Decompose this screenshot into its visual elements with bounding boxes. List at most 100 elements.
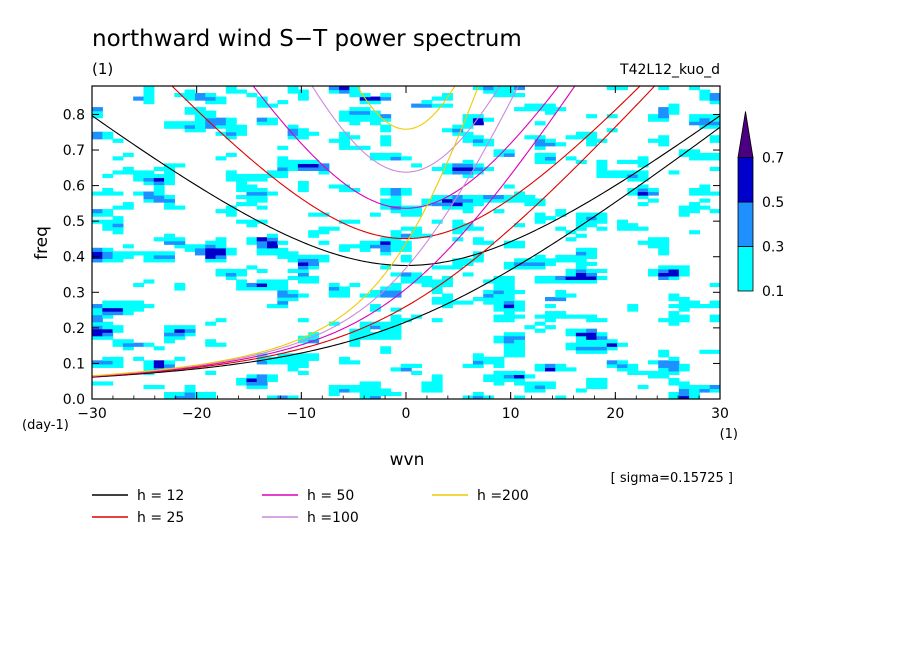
heatmap-cell <box>318 163 330 168</box>
heatmap-cell <box>431 286 443 291</box>
heatmap-cell <box>236 377 248 383</box>
heatmap-cell <box>555 395 567 399</box>
heatmap-cell <box>174 332 186 337</box>
heatmap-cell <box>524 135 536 140</box>
heatmap-cell <box>256 377 268 383</box>
heatmap-cell <box>503 332 515 337</box>
heatmap-cell <box>236 177 248 182</box>
heatmap-cell <box>647 187 659 193</box>
y-tick-label: 0.6 <box>63 179 85 195</box>
heatmap-cell <box>596 349 608 354</box>
heatmap-cell <box>205 117 217 122</box>
heatmap-cell <box>102 131 114 136</box>
heatmap-cell <box>102 328 114 333</box>
heatmap-cell <box>380 138 392 143</box>
heatmap-cell <box>452 226 464 231</box>
heatmap-cell <box>668 297 680 302</box>
heatmap-cell <box>112 342 124 347</box>
heatmap-cell <box>431 377 443 383</box>
heatmap-cell <box>328 391 340 397</box>
heatmap-cell <box>658 265 670 270</box>
heatmap-cell <box>524 265 536 270</box>
heatmap-cell <box>102 209 114 214</box>
heatmap-cell <box>503 297 515 302</box>
heatmap-cell <box>225 212 237 217</box>
heatmap-cell <box>369 304 381 309</box>
heatmap-cell <box>678 152 690 157</box>
heatmap-cell <box>308 279 320 284</box>
heatmap-cell <box>153 191 165 196</box>
heatmap-cell <box>122 244 134 249</box>
heatmap-cell <box>164 173 175 179</box>
heatmap-cell <box>472 297 484 302</box>
heatmap-cell <box>431 219 443 224</box>
heatmap-cell <box>709 156 720 161</box>
heatmap-cell <box>442 103 453 108</box>
heatmap-cell <box>565 254 577 259</box>
heatmap-cell <box>431 195 443 200</box>
heatmap-cell <box>524 103 536 108</box>
heatmap-cell <box>225 89 237 94</box>
heatmap-cell <box>586 377 598 383</box>
heatmap-cell <box>596 226 608 231</box>
heatmap-cell <box>514 314 525 319</box>
heatmap-cell <box>390 328 402 333</box>
heatmap-cell <box>596 381 608 386</box>
heatmap-cell <box>339 289 350 295</box>
heatmap-cell <box>287 166 299 172</box>
heatmap-cell <box>431 381 443 386</box>
heatmap-cell <box>524 195 536 200</box>
heatmap-cell <box>400 363 412 368</box>
heatmap-cell <box>586 135 598 140</box>
heatmap-cell <box>668 314 680 319</box>
heatmap-cell <box>678 304 690 309</box>
heatmap-cell <box>297 163 309 168</box>
heatmap-cell <box>689 209 701 214</box>
heatmap-cell <box>215 251 227 256</box>
heatmap-cell <box>102 226 114 231</box>
heatmap-cell <box>215 272 227 277</box>
heatmap-cell <box>184 110 196 115</box>
x-tick-label: −10 <box>287 406 317 422</box>
heatmap-cell <box>544 363 556 368</box>
heatmap-cell <box>421 275 433 281</box>
heatmap-cell <box>493 314 505 319</box>
heatmap-cell <box>431 318 443 323</box>
heatmap-cell <box>658 247 670 252</box>
heatmap-cell <box>174 328 186 333</box>
heatmap-cell <box>658 240 670 245</box>
heatmap-cell <box>359 114 371 119</box>
heatmap-cell <box>205 96 217 101</box>
heatmap-cell <box>153 363 165 368</box>
heatmap-cell <box>575 335 587 340</box>
heatmap-cell <box>390 332 402 337</box>
heatmap-cell <box>678 209 690 214</box>
heatmap-cell <box>194 93 206 98</box>
heatmap-cell <box>267 103 278 108</box>
heatmap-cell <box>122 307 134 312</box>
heatmap-cell <box>462 202 474 207</box>
heatmap-cell <box>256 117 268 122</box>
heatmap-cell <box>668 275 680 281</box>
heatmap-cell <box>205 258 217 263</box>
heatmap-cell <box>297 370 309 375</box>
heatmap-cell <box>503 195 515 200</box>
heatmap-cell <box>153 198 165 203</box>
heatmap-cell <box>575 346 587 351</box>
heatmap-cell <box>369 244 381 249</box>
heatmap-cell <box>256 268 268 273</box>
heatmap-cell <box>421 282 433 288</box>
heatmap-cell <box>709 314 720 319</box>
heatmap-cell <box>225 117 237 122</box>
heatmap-cell <box>503 244 515 249</box>
heatmap-cell <box>359 388 371 393</box>
heatmap-cell <box>442 93 453 98</box>
heatmap-cell <box>493 195 505 200</box>
heatmap-cell <box>380 142 392 147</box>
x-tick-label: −20 <box>182 406 212 422</box>
heatmap-cell <box>194 128 206 133</box>
heatmap-cell <box>678 268 690 273</box>
heatmap-cell <box>174 124 186 129</box>
heatmap-cell <box>215 258 227 263</box>
heatmap-cell <box>565 328 577 333</box>
